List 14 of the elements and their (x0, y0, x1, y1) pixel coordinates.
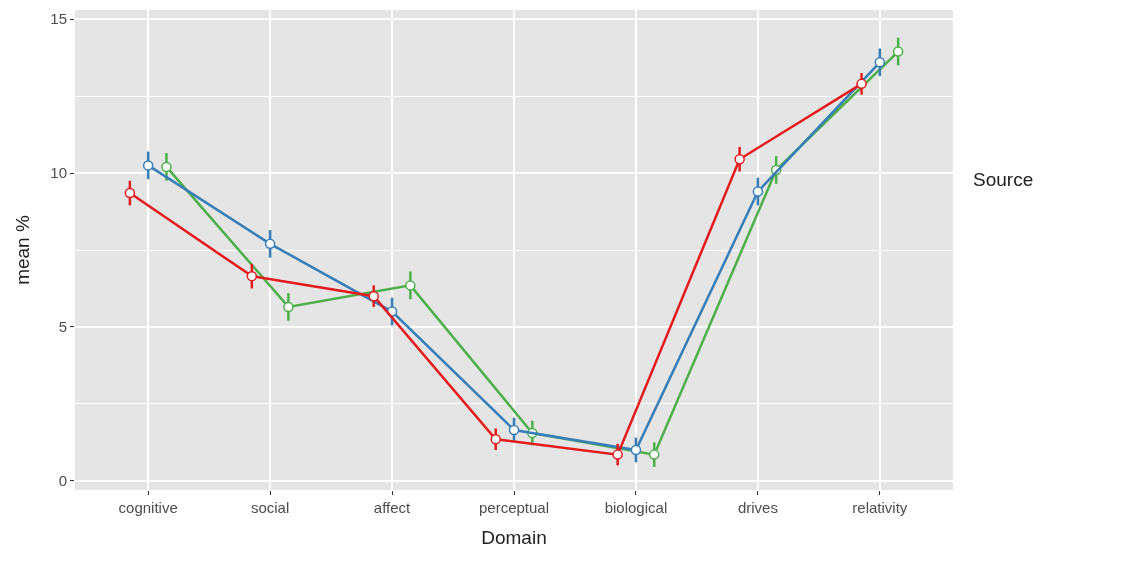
x-tick-label: drives (737, 499, 778, 516)
y-tick-label: 10 (50, 164, 67, 182)
y-tick-label: 15 (50, 10, 67, 28)
x-tick-label: perceptual (478, 499, 550, 516)
x-tick-label: affect (373, 499, 412, 516)
y-tick-label: 0 (58, 472, 67, 490)
legend-title: Source (973, 169, 1034, 190)
x-axis-title: Domain (481, 526, 547, 548)
x-tick-label: biological (604, 499, 668, 516)
x-tick-label: social (250, 499, 290, 516)
x-tick-label: relativity (852, 499, 908, 516)
y-tick-label: 5 (58, 318, 67, 336)
x-tick-label: cognitive (118, 499, 178, 516)
y-axis-title: mean % (12, 215, 34, 285)
